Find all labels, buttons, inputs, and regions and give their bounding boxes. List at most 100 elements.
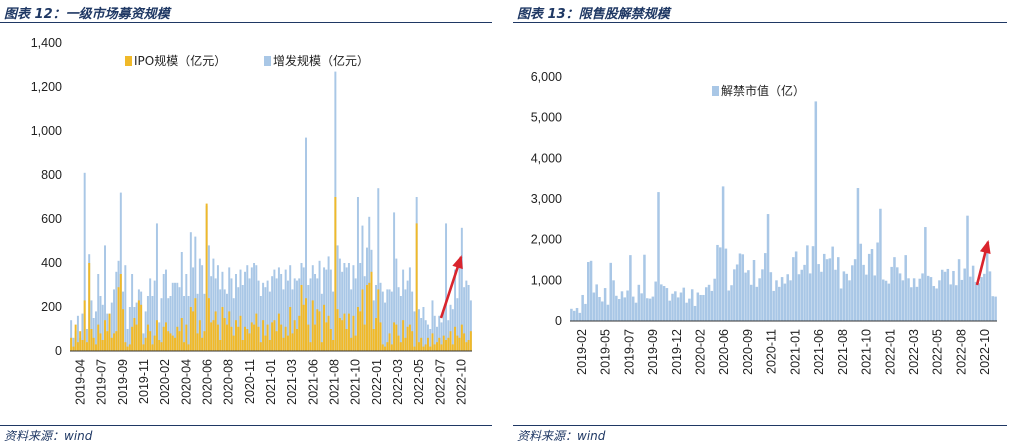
lockup-expiry-bar-chart: 0 1,000 2,000 3,000 4,000 5,000 6,000 2019-02 20… (531, 70, 997, 375)
bar (88, 263, 91, 351)
bar (203, 293, 206, 351)
bar (241, 340, 244, 351)
bar (273, 269, 276, 351)
bar (977, 283, 980, 321)
bar (735, 264, 739, 321)
bar (137, 300, 140, 351)
bar (354, 335, 357, 351)
bar (797, 274, 801, 321)
bar (144, 337, 147, 351)
bar (629, 255, 632, 321)
bar (192, 267, 195, 351)
bar (404, 337, 407, 351)
bar (853, 259, 857, 321)
bar (271, 276, 274, 351)
bar (442, 335, 445, 351)
bar (298, 278, 301, 351)
bar (300, 285, 303, 351)
bar (463, 287, 466, 351)
bar (119, 274, 122, 351)
x-tick-label: 2020-06 (717, 329, 731, 375)
bar (70, 337, 73, 351)
bar (92, 318, 95, 351)
bar (76, 342, 79, 351)
bar (429, 346, 432, 351)
bar (201, 265, 204, 351)
legend-swatch (264, 56, 271, 66)
bar (92, 337, 95, 351)
bar (399, 296, 402, 351)
bar (307, 285, 310, 351)
bar (456, 335, 459, 351)
bar (314, 274, 317, 351)
bar (99, 296, 102, 351)
bar (747, 270, 750, 321)
bar (820, 271, 823, 321)
bar (814, 101, 818, 322)
y-tick-label: 200 (41, 300, 62, 314)
bar (275, 331, 278, 351)
bar (399, 342, 402, 351)
x-tick-label: 2021-10 (349, 359, 363, 405)
bar (924, 227, 927, 321)
bar (257, 280, 260, 351)
bar (828, 258, 832, 321)
bar (862, 264, 865, 321)
bar (149, 278, 152, 351)
bar (822, 253, 826, 321)
legend-label: 解禁市值（亿） (721, 83, 805, 98)
bar (133, 318, 136, 351)
bar (334, 197, 337, 351)
bar (612, 280, 615, 321)
bar (623, 297, 627, 321)
x-tick-label: 2019-07 (622, 329, 636, 375)
bar (160, 298, 163, 351)
bar (214, 311, 217, 351)
bar (415, 223, 418, 351)
bar (230, 278, 233, 351)
bar (696, 292, 700, 321)
bar (72, 346, 75, 351)
bar (363, 276, 366, 351)
bar (228, 267, 231, 351)
bar (198, 258, 201, 351)
bar (803, 264, 806, 321)
legend-swatch (712, 86, 719, 96)
bar (212, 320, 215, 351)
bar (671, 293, 674, 321)
bar (980, 277, 983, 321)
bar (994, 296, 997, 321)
bar (915, 286, 919, 321)
x-tick-label: 2021-06 (812, 329, 826, 375)
bar (320, 293, 323, 351)
bar (235, 274, 237, 351)
bar (834, 269, 837, 321)
bar (122, 309, 125, 351)
bar (119, 192, 122, 351)
bar (424, 344, 427, 351)
bar (408, 267, 411, 351)
bar (266, 280, 269, 351)
bar (142, 344, 145, 351)
bar (433, 315, 436, 351)
x-tick-label: 2021-06 (306, 359, 320, 405)
bar (870, 249, 874, 321)
bar (160, 342, 163, 351)
bar (307, 324, 310, 351)
bar (113, 333, 116, 351)
bar (460, 324, 463, 351)
bar (250, 267, 253, 351)
bar (178, 331, 181, 351)
bar (332, 291, 335, 351)
bar (126, 346, 129, 351)
bar (171, 282, 174, 351)
series-1-bars (70, 197, 472, 351)
bar (345, 267, 348, 351)
bar (235, 320, 237, 351)
bar (974, 281, 978, 321)
bar (286, 280, 289, 351)
y-tick-label: 1,000 (31, 124, 62, 138)
bar (350, 289, 353, 351)
bar (302, 304, 305, 351)
bar (83, 172, 86, 351)
